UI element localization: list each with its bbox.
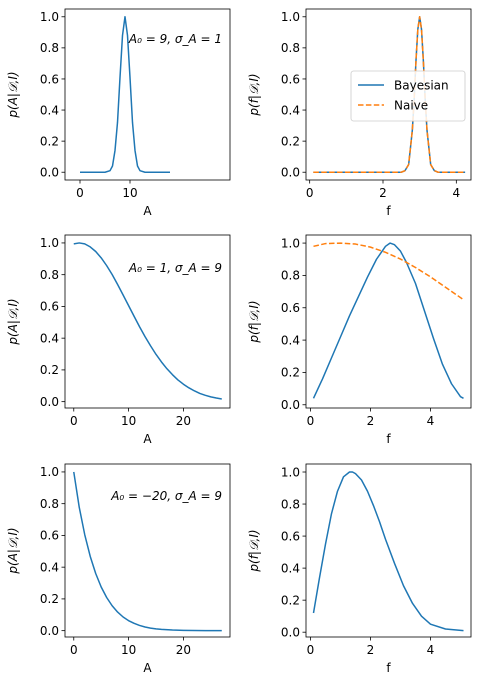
y-tick-label: 0.2: [40, 363, 59, 377]
y-axis-label: p(A|𝒟,I): [6, 71, 20, 118]
x-tick-label: 4: [427, 414, 435, 428]
axes-frame: [64, 463, 231, 638]
x-tick-label: 10: [121, 643, 136, 657]
axes-frame: [305, 234, 472, 409]
y-tick-label: 0.4: [281, 103, 300, 117]
y-tick-label: 0.4: [40, 560, 59, 574]
y-tick-label: 0.2: [281, 134, 300, 148]
y-tick-label: 0.6: [40, 300, 59, 314]
y-tick-label: 0.6: [281, 529, 300, 543]
y-tick-label: 0.8: [281, 41, 300, 55]
x-tick-label: 4: [427, 643, 435, 657]
y-tick-label: 0.6: [281, 301, 300, 315]
y-tick-label: 0.4: [40, 331, 59, 345]
x-axis-label: A: [143, 661, 152, 675]
subplot-5: 0 10 20 0.0 0.2 0.4 0.6 0.8 1.0 Ap(A|𝒟,I) A₀ = −20…: [6, 463, 231, 675]
y-tick-label: 0.2: [281, 593, 300, 607]
x-axis-label: A: [143, 204, 152, 218]
subplot-2: 0 2 4 0.0 0.2 0.4 0.6 0.8 1.0 f p(f|𝒟,I) Bayesian Na…: [247, 8, 472, 218]
y-tick-label: 0.8: [281, 497, 300, 511]
y-tick-label: 0.0: [281, 398, 300, 412]
y-tick-label: 0.8: [40, 497, 59, 511]
y-tick-label: 0.0: [281, 625, 300, 639]
y-tick-label: 1.0: [281, 236, 300, 250]
subplot-1: 0 10 0.0 0.2 0.4 0.6 0.8 1.0 Ap(A|𝒟,I) A₀ = 9, σ_…: [6, 8, 231, 218]
series-line-main: [73, 242, 222, 400]
y-tick-label: 0.2: [40, 592, 59, 606]
y-tick-label: 0.4: [281, 561, 300, 575]
y-tick-label: 0.6: [40, 529, 59, 543]
x-axis-label: f: [386, 661, 391, 675]
axes-frame: [305, 463, 472, 638]
y-tick-label: 1.0: [40, 236, 59, 250]
x-tick-label: 0: [76, 186, 84, 200]
series-line-naive: [313, 242, 464, 301]
y-tick-label: 0.0: [40, 395, 59, 409]
x-tick-label: 0: [307, 414, 315, 428]
y-axis-label: p(f|𝒟,I): [247, 529, 261, 572]
y-tick-label: 0.4: [281, 333, 300, 347]
x-tick-label: 20: [176, 414, 191, 428]
y-tick-label: 0.6: [40, 72, 59, 86]
series-line-bayesian: [312, 471, 464, 632]
axes-frame: [64, 8, 231, 181]
y-tick-label: 0.0: [281, 166, 300, 180]
y-tick-label: 0.4: [40, 103, 59, 117]
x-tick-label: 0: [70, 643, 78, 657]
subplot-6: 0 2 4 0.0 0.2 0.4 0.6 0.8 1.0 f p(f|𝒟,I): [247, 463, 472, 675]
subplot-4: 0 2 4 0.0 0.2 0.4 0.6 0.8 1.0 f p(f|𝒟,I): [247, 234, 472, 446]
x-tick-label: 10: [122, 186, 137, 200]
y-tick-label: 0.8: [281, 269, 300, 283]
y-axis-label: p(A|𝒟,I): [6, 298, 20, 345]
x-tick-label: 4: [453, 186, 461, 200]
series-line-main: [73, 471, 222, 632]
y-tick-label: 0.6: [281, 72, 300, 86]
y-tick-label: 1.0: [40, 10, 59, 24]
x-tick-label: 10: [121, 414, 136, 428]
x-tick-label: 2: [379, 186, 387, 200]
x-tick-label: 2: [367, 414, 375, 428]
y-tick-label: 0.8: [40, 41, 59, 55]
subplot-3: 0 10 20 0.0 0.2 0.4 0.6 0.8 1.0 Ap(A|𝒟,I) A₀ = 1, …: [6, 234, 231, 446]
y-tick-label: 1.0: [40, 465, 59, 479]
y-axis-label: p(f|𝒟,I): [247, 300, 261, 343]
legend-label-naive: Naive: [394, 98, 428, 112]
series-line-naive: [313, 16, 466, 173]
x-tick-label: 0: [307, 643, 315, 657]
parameter-annotation: A₀ = 9, σ_A = 1: [128, 32, 222, 46]
x-tick-label: 0: [70, 414, 78, 428]
axes-frame: [64, 234, 231, 409]
axes-frame: [305, 8, 472, 181]
y-tick-label: 0.0: [40, 166, 59, 180]
y-tick-label: 0.2: [281, 366, 300, 380]
x-axis-label: f: [386, 204, 391, 218]
x-axis-label: f: [386, 432, 391, 446]
x-tick-label: 20: [176, 643, 191, 657]
y-tick-label: 1.0: [281, 10, 300, 24]
y-tick-label: 0.8: [40, 268, 59, 282]
legend-label-bayesian: Bayesian: [394, 78, 449, 92]
legend-frame: [350, 70, 466, 122]
legend: Bayesian Naive: [350, 70, 466, 122]
parameter-annotation: A₀ = 1, σ_A = 9: [128, 261, 222, 275]
series-line-bayesian: [312, 242, 464, 399]
parameter-annotation: A₀ = −20, σ_A = 9: [110, 489, 222, 503]
x-axis-label: A: [143, 432, 152, 446]
y-axis-label: p(f|𝒟,I): [247, 73, 261, 116]
x-tick-label: 0: [306, 186, 314, 200]
y-tick-label: 0.2: [40, 134, 59, 148]
y-tick-label: 0.0: [40, 624, 59, 638]
x-tick-label: 2: [367, 643, 375, 657]
y-axis-label: p(A|𝒟,I): [6, 527, 20, 574]
series-line-main: [80, 16, 170, 173]
y-tick-label: 1.0: [281, 465, 300, 479]
